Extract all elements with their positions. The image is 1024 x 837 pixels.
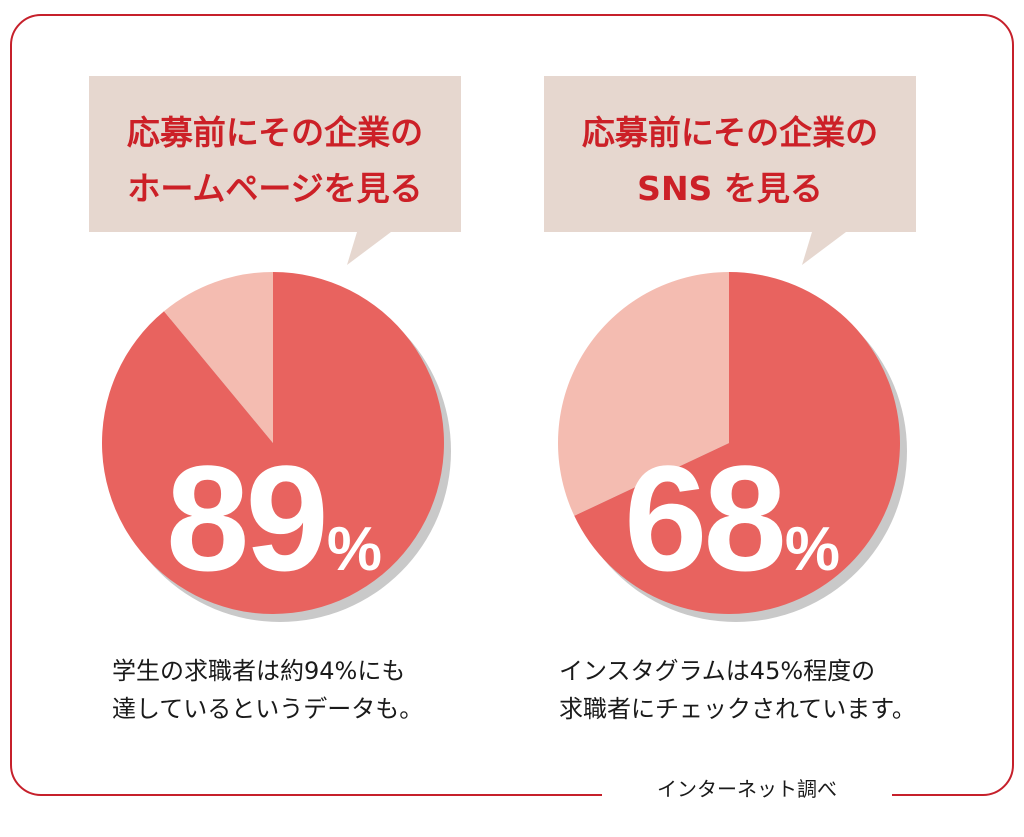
pie-chart-1 [102, 272, 451, 622]
callout-title-line-1: 応募前にその企業の [126, 113, 424, 152]
percentage-value: 68 [624, 434, 787, 602]
callout-title-line-2: ホームページを見る [127, 169, 423, 208]
percent-sign: % [326, 515, 382, 584]
pie-slice-1 [102, 272, 445, 614]
caption-line-2: 達しているというデータも。 [112, 695, 424, 723]
callout-title-line-2: SNS を見る [637, 169, 823, 208]
callout-sns: 応募前にその企業の SNS を見る [544, 76, 916, 266]
pie-slice-2 [558, 272, 729, 516]
pie-slice-1 [574, 272, 900, 615]
percentage-value: 89 [166, 434, 329, 602]
callout-homepage: 応募前にその企業の ホームページを見る [89, 76, 461, 266]
source-note: インターネット調べ [602, 774, 892, 804]
callout-title-line-1: 応募前にその企業の [581, 113, 879, 152]
percentage-label-sns: 68% [624, 432, 840, 605]
speech-bubble-shape [89, 76, 461, 265]
pie-chart-2 [558, 272, 907, 622]
caption-line-1: 学生の求職者は約94%にも [112, 657, 406, 685]
caption-sns: インスタグラムは45%程度の 求職者にチェックされています。 [559, 652, 916, 728]
caption-line-1: インスタグラムは45%程度の [559, 657, 876, 685]
caption-homepage: 学生の求職者は約94%にも 達しているというデータも。 [112, 652, 423, 728]
speech-bubble-shape [544, 76, 916, 265]
caption-line-2: 求職者にチェックされています。 [559, 695, 916, 723]
percentage-label-homepage: 89% [166, 432, 382, 605]
percent-sign: % [784, 515, 840, 584]
pie-slice-2 [164, 272, 273, 443]
